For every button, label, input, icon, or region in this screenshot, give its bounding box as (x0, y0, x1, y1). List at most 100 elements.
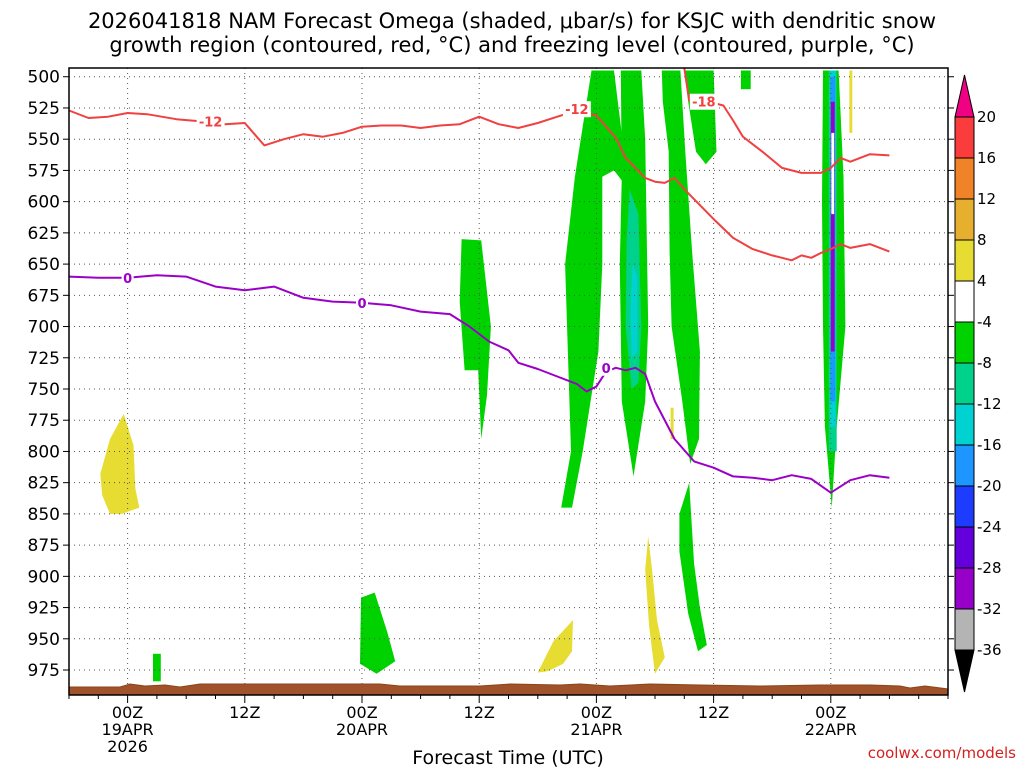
colorbar-tick-label: -4 (977, 313, 992, 331)
plot-area (69, 68, 948, 695)
chart-title-line2: growth region (contoured, red, °C) and f… (109, 33, 914, 57)
omega-region-8 (360, 592, 396, 674)
omega-region-19 (849, 70, 853, 133)
contour-dgz-minus12-upper (68, 109, 890, 262)
colorbar-box (954, 444, 975, 487)
y-tick-label: 925 (28, 599, 60, 619)
colorbar-tick-label: -36 (977, 641, 1002, 659)
omega-region-21 (831, 132, 835, 215)
colorbar-tick-label: -12 (977, 395, 1002, 413)
colorbar-box (954, 321, 975, 364)
colorbar-box (954, 608, 975, 651)
colorbar-box (954, 239, 975, 282)
y-tick-label: 650 (28, 255, 60, 275)
x-tick-label: 19APR (102, 720, 154, 739)
x-tick-label: 00Z (112, 703, 143, 722)
y-tick-label: 975 (28, 661, 60, 681)
contour-label-bg (356, 294, 368, 311)
colorbar-tick-label: 12 (977, 190, 996, 208)
y-tick-label: 800 (28, 442, 60, 462)
contour-label: -12 (199, 116, 223, 131)
y-tick-label: 750 (28, 380, 60, 400)
x-axis-label: Forecast Time (UTC) (412, 747, 603, 768)
y-tick-label: 500 (28, 68, 60, 88)
colorbar-tick-label: 8 (977, 231, 987, 249)
contours: 0 0 0 -12 -12 -18 (68, 67, 890, 494)
colorbar-box (954, 116, 975, 159)
colorbar-tick-label: 16 (977, 149, 996, 167)
colorbar-tick-label: -32 (977, 600, 1002, 618)
contour-label-bg (196, 113, 225, 130)
x-tick-label: 12Z (698, 703, 729, 722)
colorbar-box (954, 362, 975, 405)
contour-label: -18 (692, 96, 716, 111)
contour-label-bg (689, 93, 718, 110)
y-tick-label: 950 (28, 630, 60, 650)
contour-label: -12 (565, 103, 589, 118)
colorbar-tick-label: -24 (977, 518, 1002, 536)
omega-region-11 (630, 264, 638, 358)
colorbar-tick-label: 20 (977, 108, 996, 126)
colorbar-arrow-bottom (954, 649, 975, 693)
omega-region-6 (740, 70, 751, 90)
x-tick-label: 00Z (581, 703, 612, 722)
omega-region-16 (100, 414, 140, 514)
x-tick-label: 12Z (229, 703, 260, 722)
contour-label: 0 (357, 297, 366, 312)
y-tick-label: 825 (28, 474, 60, 494)
terrain-surface (68, 683, 949, 696)
y-tick-label: 600 (28, 193, 60, 213)
x-tick-label: 20APR (336, 720, 388, 739)
credit-text: coolwx.com/models (868, 744, 1016, 762)
omega-region-0 (459, 239, 491, 439)
contour-label-bg (121, 269, 134, 286)
colorbar-tick-label: -16 (977, 436, 1002, 454)
contour-label: 0 (123, 272, 132, 287)
colorbar: -36 -32 -28 -24 -20 -16 -12 -8 -4 4 8 12 16 20 (954, 74, 1002, 693)
colorbar-box (954, 526, 975, 569)
y-axis: 500 525 550 575 600 625 650 675 700 725 750 775 800 8… (28, 68, 954, 681)
y-tick-label: 725 (28, 349, 60, 369)
colorbar-box (954, 198, 975, 241)
y-tick-label: 875 (28, 536, 60, 556)
y-tick-label: 550 (28, 130, 60, 150)
x-tick-label: 22APR (805, 720, 857, 739)
contour-label-bg (600, 359, 613, 376)
omega-shading (100, 70, 853, 682)
x-tick-label: 00Z (346, 703, 377, 722)
x-tick-label: 12Z (464, 703, 495, 722)
contour-freezing-level-0C (68, 274, 890, 494)
y-tick-label: 700 (28, 318, 60, 338)
colorbar-tick-label: -8 (977, 354, 992, 372)
x-tick-label: 2026 (107, 737, 148, 756)
omega-region-7 (679, 482, 707, 652)
chart-title-line1: 2026041818 NAM Forecast Omega (shaded, μ… (88, 9, 936, 33)
y-tick-label: 525 (28, 99, 60, 119)
colorbar-box (954, 485, 975, 528)
x-tick-label: 00Z (815, 703, 846, 722)
omega-region-1 (561, 70, 629, 508)
colorbar-tick-label: -28 (977, 559, 1002, 577)
omega-region-17 (537, 620, 573, 673)
x-tick-label: 21APR (570, 720, 622, 739)
colorbar-box (954, 157, 975, 200)
omega-region-9 (153, 653, 161, 682)
y-tick-label: 675 (28, 286, 60, 306)
colorbar-arrow-top (954, 74, 975, 118)
colorbar-tick-label: 4 (977, 272, 987, 290)
colorbar-box (954, 567, 975, 610)
omega-region-18 (645, 536, 665, 674)
contour-label-bg (562, 101, 591, 118)
y-tick-label: 625 (28, 224, 60, 244)
colorbar-box (954, 403, 975, 446)
colorbar-tick-label: -20 (977, 477, 1002, 495)
y-tick-label: 775 (28, 411, 60, 431)
y-tick-label: 900 (28, 567, 60, 587)
colorbar-box (954, 280, 975, 323)
y-tick-label: 575 (28, 161, 60, 181)
contour-label: 0 (602, 362, 611, 377)
omega-region-3 (661, 70, 700, 464)
y-tick-label: 850 (28, 505, 60, 525)
